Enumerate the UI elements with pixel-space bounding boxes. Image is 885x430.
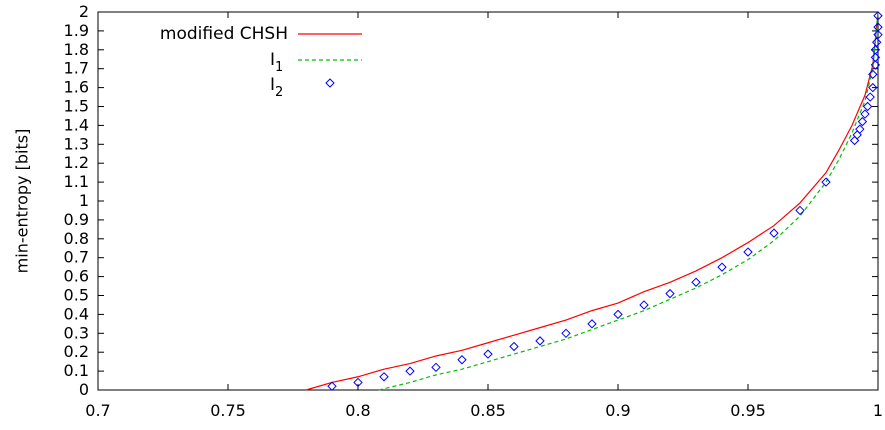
y-tick-label: 0.8 (64, 229, 89, 248)
y-tick-label: 1.3 (64, 134, 89, 153)
data-point-i2 (431, 362, 441, 373)
series-line-modified-chsh (305, 11, 879, 391)
y-tick-label: 1 (79, 191, 89, 210)
y-tick-label: 1.5 (64, 97, 89, 116)
legend-label-i1: I1 (270, 50, 283, 75)
data-point-i2 (405, 366, 415, 376)
data-point-i2 (457, 355, 467, 365)
series-layer (305, 11, 883, 391)
data-point-i2 (873, 29, 883, 40)
data-point-i2 (857, 116, 868, 127)
y-tick-label: 1.9 (64, 21, 89, 40)
data-point-i2 (769, 228, 779, 238)
data-point-i2 (327, 381, 337, 391)
data-point-i2 (743, 247, 753, 257)
data-point-i2 (868, 82, 878, 93)
x-tick-label: 0.7 (85, 401, 110, 420)
legend-label-i2-sub: 2 (275, 85, 283, 100)
data-point-i2 (821, 177, 831, 187)
data-point-i2 (873, 22, 883, 32)
legend: modified CHSH I1 I2 (128, 20, 368, 100)
y-axis-label: min-entropy [bits] (13, 129, 32, 274)
y-tick-label: 1.2 (64, 153, 89, 172)
data-point-i2 (639, 300, 649, 310)
legend-swatch-i2 (325, 78, 335, 88)
data-point-i2 (665, 288, 675, 299)
data-point-i2 (860, 109, 870, 119)
y-tick-label: 1.1 (64, 172, 89, 191)
x-tick-label: 1 (873, 401, 883, 420)
legend-label-i2-main: I (270, 75, 275, 95)
y-tick-label: 0.3 (64, 323, 89, 342)
data-point-i2 (855, 124, 865, 134)
x-tick-label: 0.8 (345, 401, 370, 420)
data-point-i2 (870, 45, 881, 55)
series-i2-markers (327, 11, 883, 391)
data-point-i2 (379, 372, 389, 382)
data-point-i2 (587, 319, 597, 329)
data-point-i2 (852, 130, 862, 140)
legend-label-i1-main: I (270, 50, 275, 70)
data-point-i2 (795, 205, 805, 216)
y-tick-label: 1.8 (64, 40, 89, 59)
data-point-i2 (353, 377, 363, 388)
data-point-i2 (870, 60, 881, 70)
legend-label-i2: I2 (270, 75, 283, 100)
legend-label-modified-chsh: modified CHSH (160, 24, 288, 44)
y-tick-label: 1.6 (64, 78, 89, 97)
y-tick-label: 0.1 (64, 361, 89, 380)
data-point-i2 (849, 135, 860, 146)
y-tick-label: 1.4 (64, 115, 89, 134)
data-point-i2 (871, 37, 882, 47)
x-tick-label: 0.85 (470, 401, 506, 420)
x-tick-label: 0.95 (730, 401, 766, 420)
data-point-i2 (717, 262, 727, 272)
y-tick-label: 0.2 (64, 342, 89, 361)
y-tick-label: 0.9 (64, 210, 89, 229)
data-point-i2 (691, 277, 701, 287)
data-point-i2 (870, 52, 881, 63)
data-point-i2 (483, 349, 493, 359)
data-point-i2 (873, 11, 883, 21)
axes-ticks: 0.7 0.75 0.8 0.85 0.9 0.95 100.10.20.30.40.50.… (64, 2, 884, 420)
data-point-i2 (862, 101, 873, 112)
data-point-i2 (561, 328, 571, 339)
y-tick-label: 2 (79, 2, 89, 21)
legend-label-i1-sub: 1 (275, 60, 283, 75)
y-tick-label: 0.5 (64, 286, 89, 305)
x-tick-label: 0.9 (605, 401, 630, 420)
y-tick-label: 0 (79, 380, 89, 399)
y-tick-label: 0.4 (64, 304, 89, 323)
y-tick-label: 1.7 (64, 59, 89, 78)
y-tick-label: 0.6 (64, 267, 89, 286)
data-point-i2 (865, 92, 875, 102)
data-point-i2 (613, 309, 623, 320)
data-point-i2 (535, 336, 545, 346)
y-tick-label: 0.7 (64, 248, 89, 267)
data-point-i2 (509, 341, 519, 352)
series-line-i1 (378, 11, 879, 391)
data-point-i2 (868, 69, 878, 80)
x-tick-label: 0.75 (210, 401, 246, 420)
